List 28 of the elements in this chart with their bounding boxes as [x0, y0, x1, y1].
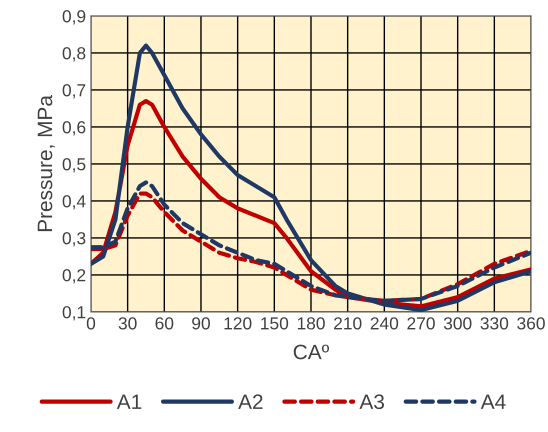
x-tick-label: 0 [86, 317, 96, 330]
legend-label: A3 [359, 394, 384, 410]
y-tick-label: 0,7 [62, 84, 86, 98]
legend-label: A1 [116, 394, 142, 409]
x-tick-label: 270 [407, 317, 435, 330]
y-tick-label: 0,2 [62, 269, 86, 284]
legend-label: A4 [480, 394, 506, 409]
x-tick-label: 60 [156, 317, 174, 330]
y-tick-label: 0,4 [62, 195, 86, 210]
x-tick-label: 30 [118, 317, 137, 330]
y-tick-label: 0,3 [62, 232, 86, 246]
y-tick-label: 0,8 [62, 47, 86, 62]
x-axis-title: CAº [294, 344, 330, 360]
y-tick-label: 0,1 [62, 306, 86, 320]
x-tick-label: 120 [224, 317, 252, 330]
x-tick-label: 210 [334, 317, 362, 330]
y-tick-label: 0,5 [62, 158, 86, 172]
y-tick-label: 0,9 [62, 10, 86, 24]
x-tick-label: 180 [298, 317, 325, 330]
y-tick-label: 0,6 [62, 121, 86, 136]
y-axis-title: Pressure, MPa [38, 95, 55, 232]
x-tick-label: 90 [192, 317, 210, 330]
legend-label: A2 [238, 394, 263, 409]
x-tick-label: 360 [517, 317, 545, 330]
x-tick-label: 150 [261, 317, 288, 330]
x-tick-label: 300 [444, 317, 472, 330]
x-tick-label: 240 [370, 317, 398, 330]
x-tick-label: 330 [480, 317, 508, 330]
